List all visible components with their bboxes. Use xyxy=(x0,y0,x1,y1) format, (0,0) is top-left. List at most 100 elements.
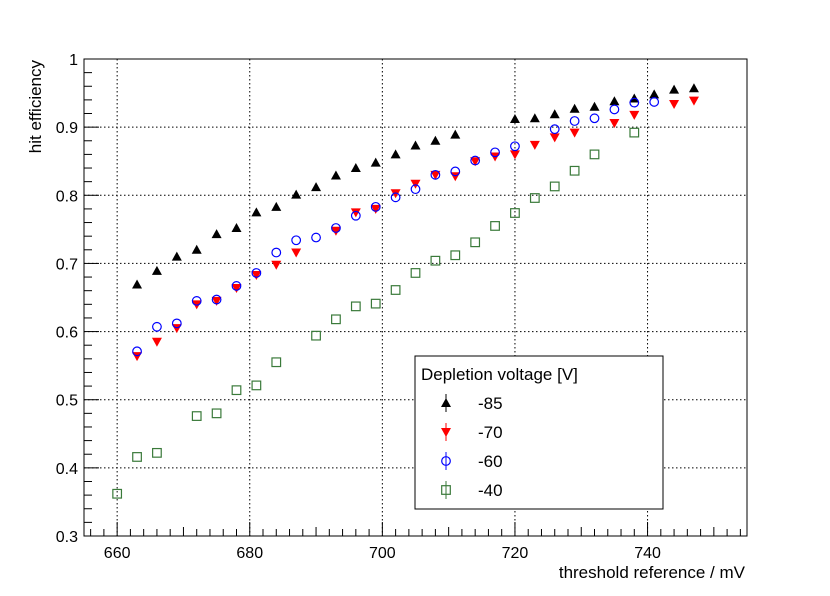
data-point xyxy=(331,223,341,233)
data-point xyxy=(171,251,182,261)
data-point xyxy=(132,279,143,289)
data-point xyxy=(350,163,361,173)
data-point xyxy=(629,97,640,108)
data-point xyxy=(549,124,560,135)
series-minus-60V xyxy=(132,97,660,357)
data-point xyxy=(370,298,381,309)
data-point xyxy=(231,281,242,291)
data-point xyxy=(311,330,321,341)
data-point xyxy=(569,128,580,138)
data-point xyxy=(211,294,222,305)
legend-label: -60 xyxy=(478,452,503,471)
data-points xyxy=(112,83,699,499)
data-point xyxy=(649,97,660,107)
data-point xyxy=(231,385,242,396)
data-point xyxy=(231,222,242,232)
legend-marker xyxy=(441,428,451,437)
data-point xyxy=(330,226,341,236)
data-point xyxy=(390,189,401,199)
data-point xyxy=(410,268,421,278)
data-point xyxy=(669,84,680,94)
legend-marker xyxy=(441,398,451,407)
data-point xyxy=(350,208,361,218)
legend: Depletion voltage [V] -85 -70 -60 -40 xyxy=(414,355,664,510)
data-point xyxy=(569,103,580,113)
data-point xyxy=(291,235,302,246)
legend-label: -70 xyxy=(478,423,503,442)
data-point xyxy=(410,184,421,195)
y-tick-label: 0.6 xyxy=(56,325,78,342)
series-minus-40V xyxy=(112,127,640,499)
x-tick-label: 740 xyxy=(634,545,661,562)
y-tick-label: 0.9 xyxy=(56,120,78,137)
data-point xyxy=(688,83,699,93)
data-point xyxy=(211,229,222,239)
x-tick-label: 700 xyxy=(369,545,396,562)
data-point xyxy=(370,204,381,214)
legend-label: -85 xyxy=(478,394,503,413)
data-point xyxy=(450,250,461,261)
data-point xyxy=(132,452,142,462)
data-point xyxy=(271,357,282,368)
data-point xyxy=(410,140,421,150)
data-point xyxy=(251,207,262,217)
data-point xyxy=(470,155,481,166)
data-point xyxy=(490,221,500,231)
data-point xyxy=(669,99,680,109)
data-point xyxy=(291,189,302,199)
data-point xyxy=(549,181,560,192)
series-minus-85V xyxy=(132,83,699,289)
data-point xyxy=(291,248,302,258)
data-point xyxy=(211,296,222,306)
data-point xyxy=(688,96,699,106)
y-axis-title: hit efficiency xyxy=(26,60,45,154)
data-point xyxy=(510,208,520,218)
data-point xyxy=(211,408,222,419)
data-point xyxy=(350,301,361,312)
legend-label: -40 xyxy=(478,481,503,500)
y-tick-label: 0.5 xyxy=(56,393,78,410)
data-point xyxy=(629,127,640,138)
data-point xyxy=(251,268,262,278)
axes: 660 680 700 720 740 0.3 0.4 0.5 0.6 0.7 0.8 0.9 1 xyxy=(56,52,748,562)
data-point xyxy=(470,237,481,248)
data-point xyxy=(132,346,142,357)
data-point xyxy=(390,192,401,203)
y-tick-label: 0.4 xyxy=(56,461,78,478)
data-point xyxy=(271,260,282,270)
data-point xyxy=(331,314,341,325)
data-point xyxy=(430,255,441,266)
data-point xyxy=(510,141,520,152)
data-point xyxy=(589,149,600,160)
data-point xyxy=(470,157,481,167)
data-point xyxy=(271,201,282,211)
data-point xyxy=(410,179,421,189)
data-point xyxy=(589,113,600,124)
data-point xyxy=(509,113,520,123)
data-point xyxy=(191,411,202,421)
data-point xyxy=(549,133,560,143)
x-tick-label: 680 xyxy=(236,545,263,562)
legend-title: Depletion voltage [V] xyxy=(421,365,578,384)
data-point xyxy=(370,201,381,212)
data-point xyxy=(609,119,620,129)
data-point xyxy=(450,166,461,177)
data-point xyxy=(629,110,640,120)
data-point xyxy=(529,193,540,203)
data-point xyxy=(609,96,620,106)
y-tick-label: 0.3 xyxy=(56,529,78,546)
legend-box xyxy=(414,355,664,510)
data-point xyxy=(569,165,580,176)
data-point xyxy=(549,109,560,119)
data-point xyxy=(569,116,580,126)
data-point xyxy=(649,89,660,99)
x-tick-label: 720 xyxy=(502,545,529,562)
data-point xyxy=(330,170,341,180)
plot-frame xyxy=(83,58,748,537)
x-tick-label: 660 xyxy=(104,545,131,562)
data-point xyxy=(311,232,321,243)
x-axis-title: threshold reference / mV xyxy=(559,563,746,582)
legend-entries: -85 -70 -60 -40 xyxy=(441,394,503,500)
data-point xyxy=(430,135,441,145)
